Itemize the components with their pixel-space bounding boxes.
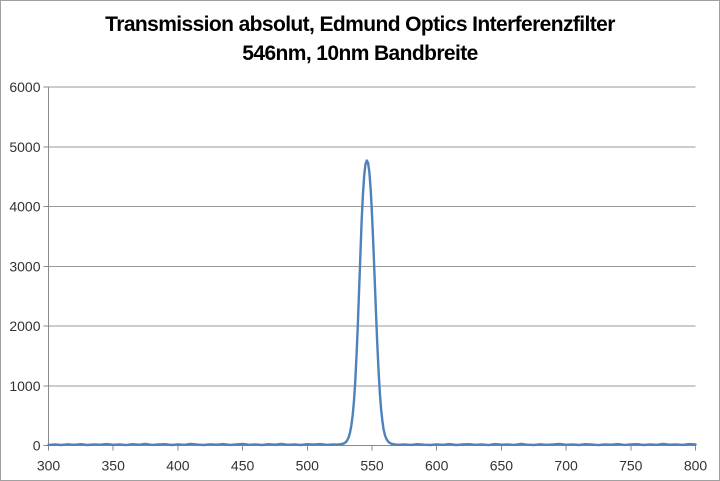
x-tick-label: 550 <box>360 458 384 474</box>
x-tick-label: 700 <box>554 458 578 474</box>
x-tick-label: 650 <box>490 458 514 474</box>
x-tick-label: 350 <box>102 458 126 474</box>
y-tick-label: 0 <box>33 438 41 454</box>
y-tick-label: 1000 <box>9 378 40 394</box>
x-tick-label: 500 <box>296 458 320 474</box>
chart-title-line2: 546nm, 10nm Bandbreite <box>242 42 478 65</box>
x-tick-label: 750 <box>619 458 643 474</box>
x-tick-label: 300 <box>37 458 61 474</box>
chart-title-line1: Transmission absolut, Edmund Optics Inte… <box>105 13 615 36</box>
x-tick-label: 400 <box>166 458 190 474</box>
y-tick-label: 3000 <box>9 258 40 274</box>
x-tick-label: 450 <box>231 458 255 474</box>
y-tick-label: 6000 <box>9 79 40 95</box>
y-tick-label: 4000 <box>9 199 40 215</box>
x-tick-label: 800 <box>684 458 708 474</box>
y-tick-label: 2000 <box>9 318 40 334</box>
chart-title: Transmission absolut, Edmund Optics Inte… <box>1 10 719 68</box>
transmission-line <box>47 159 697 447</box>
y-tick-label: 5000 <box>9 139 40 155</box>
x-tick-label: 600 <box>425 458 449 474</box>
